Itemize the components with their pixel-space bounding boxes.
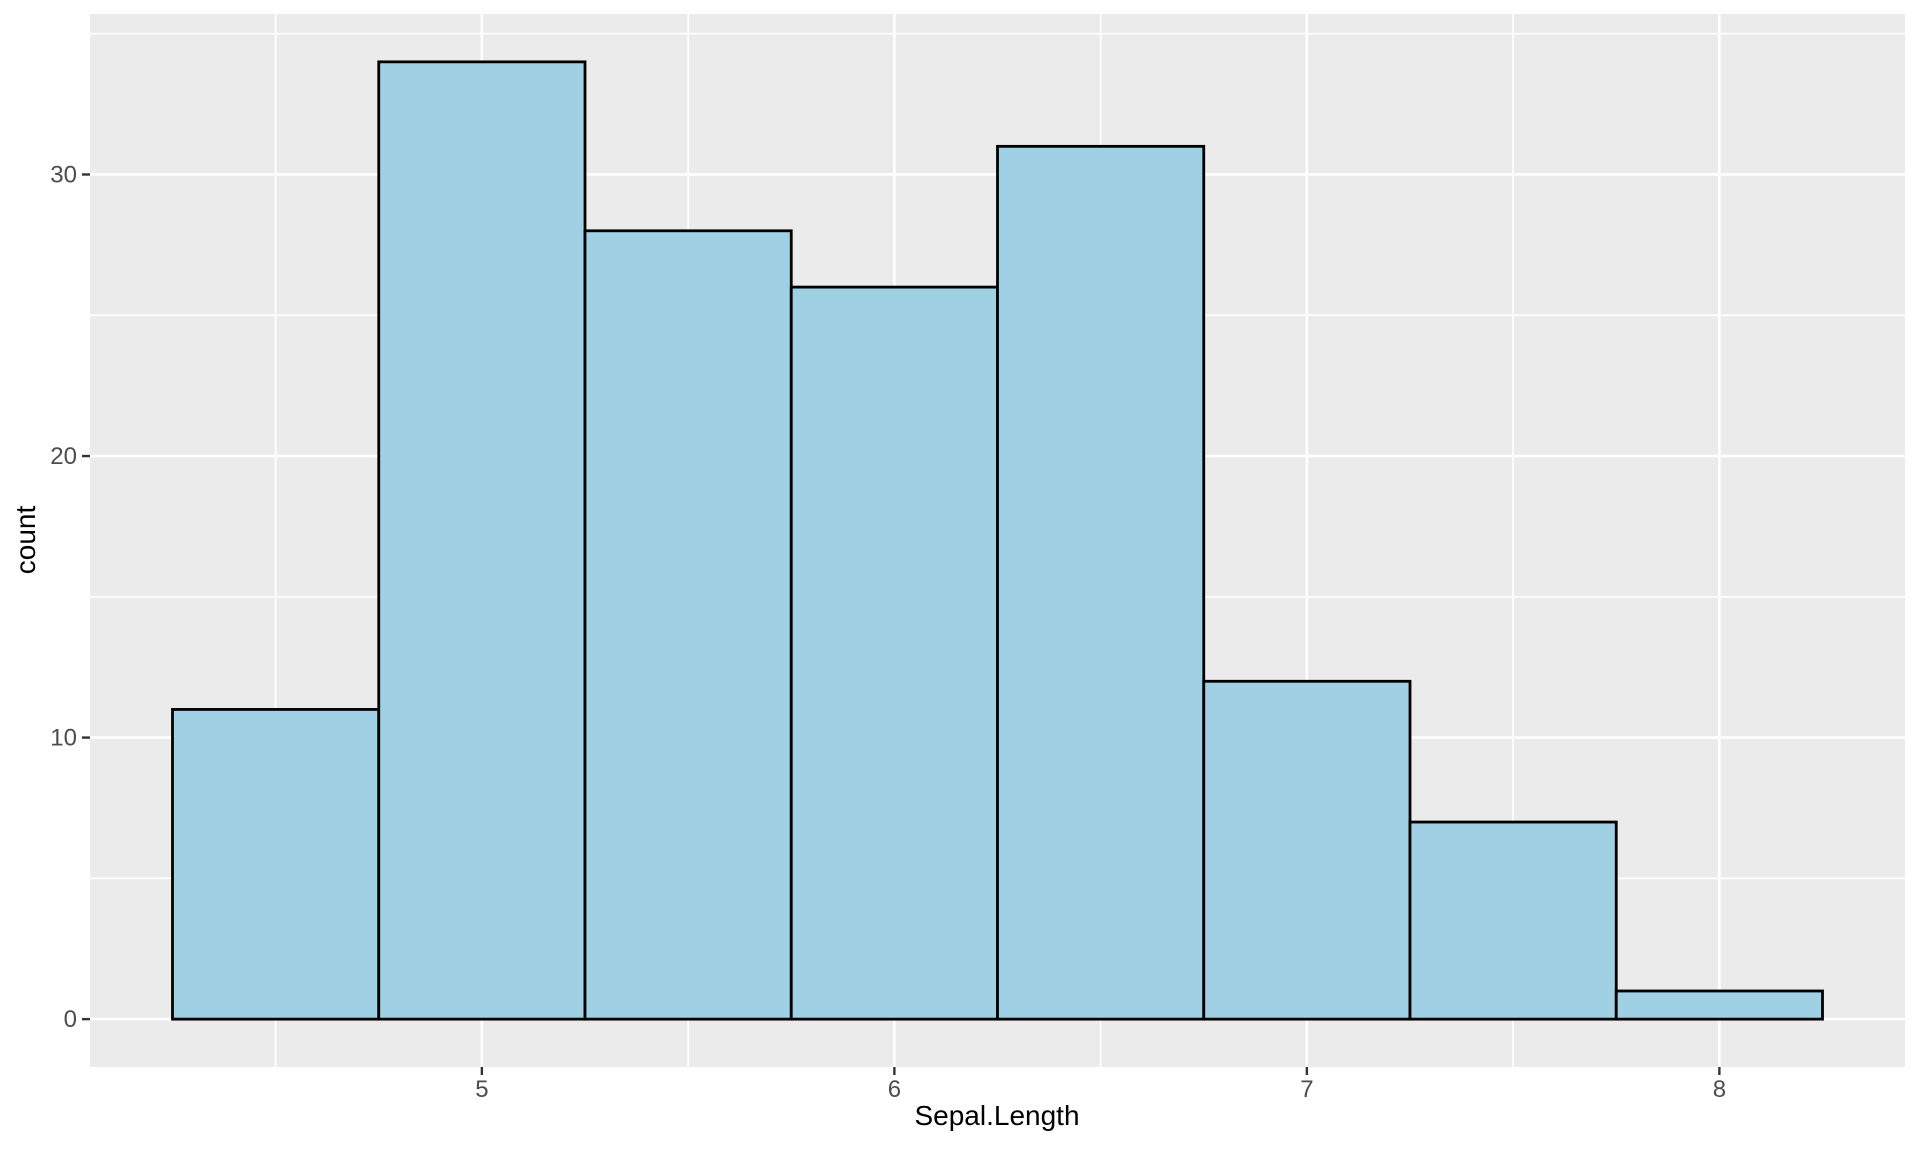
y-tick-label: 30 — [50, 161, 77, 188]
x-axis-title: Sepal.Length — [914, 1100, 1080, 1131]
histogram-bar — [377, 60, 587, 1021]
x-tick-label: 5 — [475, 1076, 488, 1103]
x-tick-label: 6 — [888, 1076, 901, 1103]
y-tick-label: 10 — [50, 725, 77, 752]
histogram-bar — [1408, 820, 1618, 1021]
histogram-bar — [1614, 989, 1824, 1021]
histogram-bar — [789, 285, 999, 1021]
y-axis-title: count — [10, 505, 41, 575]
histogram-bar — [583, 229, 793, 1021]
x-tick-label: 7 — [1300, 1076, 1313, 1103]
histogram-bar — [1202, 679, 1412, 1021]
x-tick-label: 8 — [1713, 1076, 1726, 1103]
y-tick-label: 20 — [50, 443, 77, 470]
histogram-bar — [171, 708, 381, 1021]
y-tick-label: 0 — [64, 1006, 77, 1033]
histogram-bar — [996, 144, 1206, 1021]
